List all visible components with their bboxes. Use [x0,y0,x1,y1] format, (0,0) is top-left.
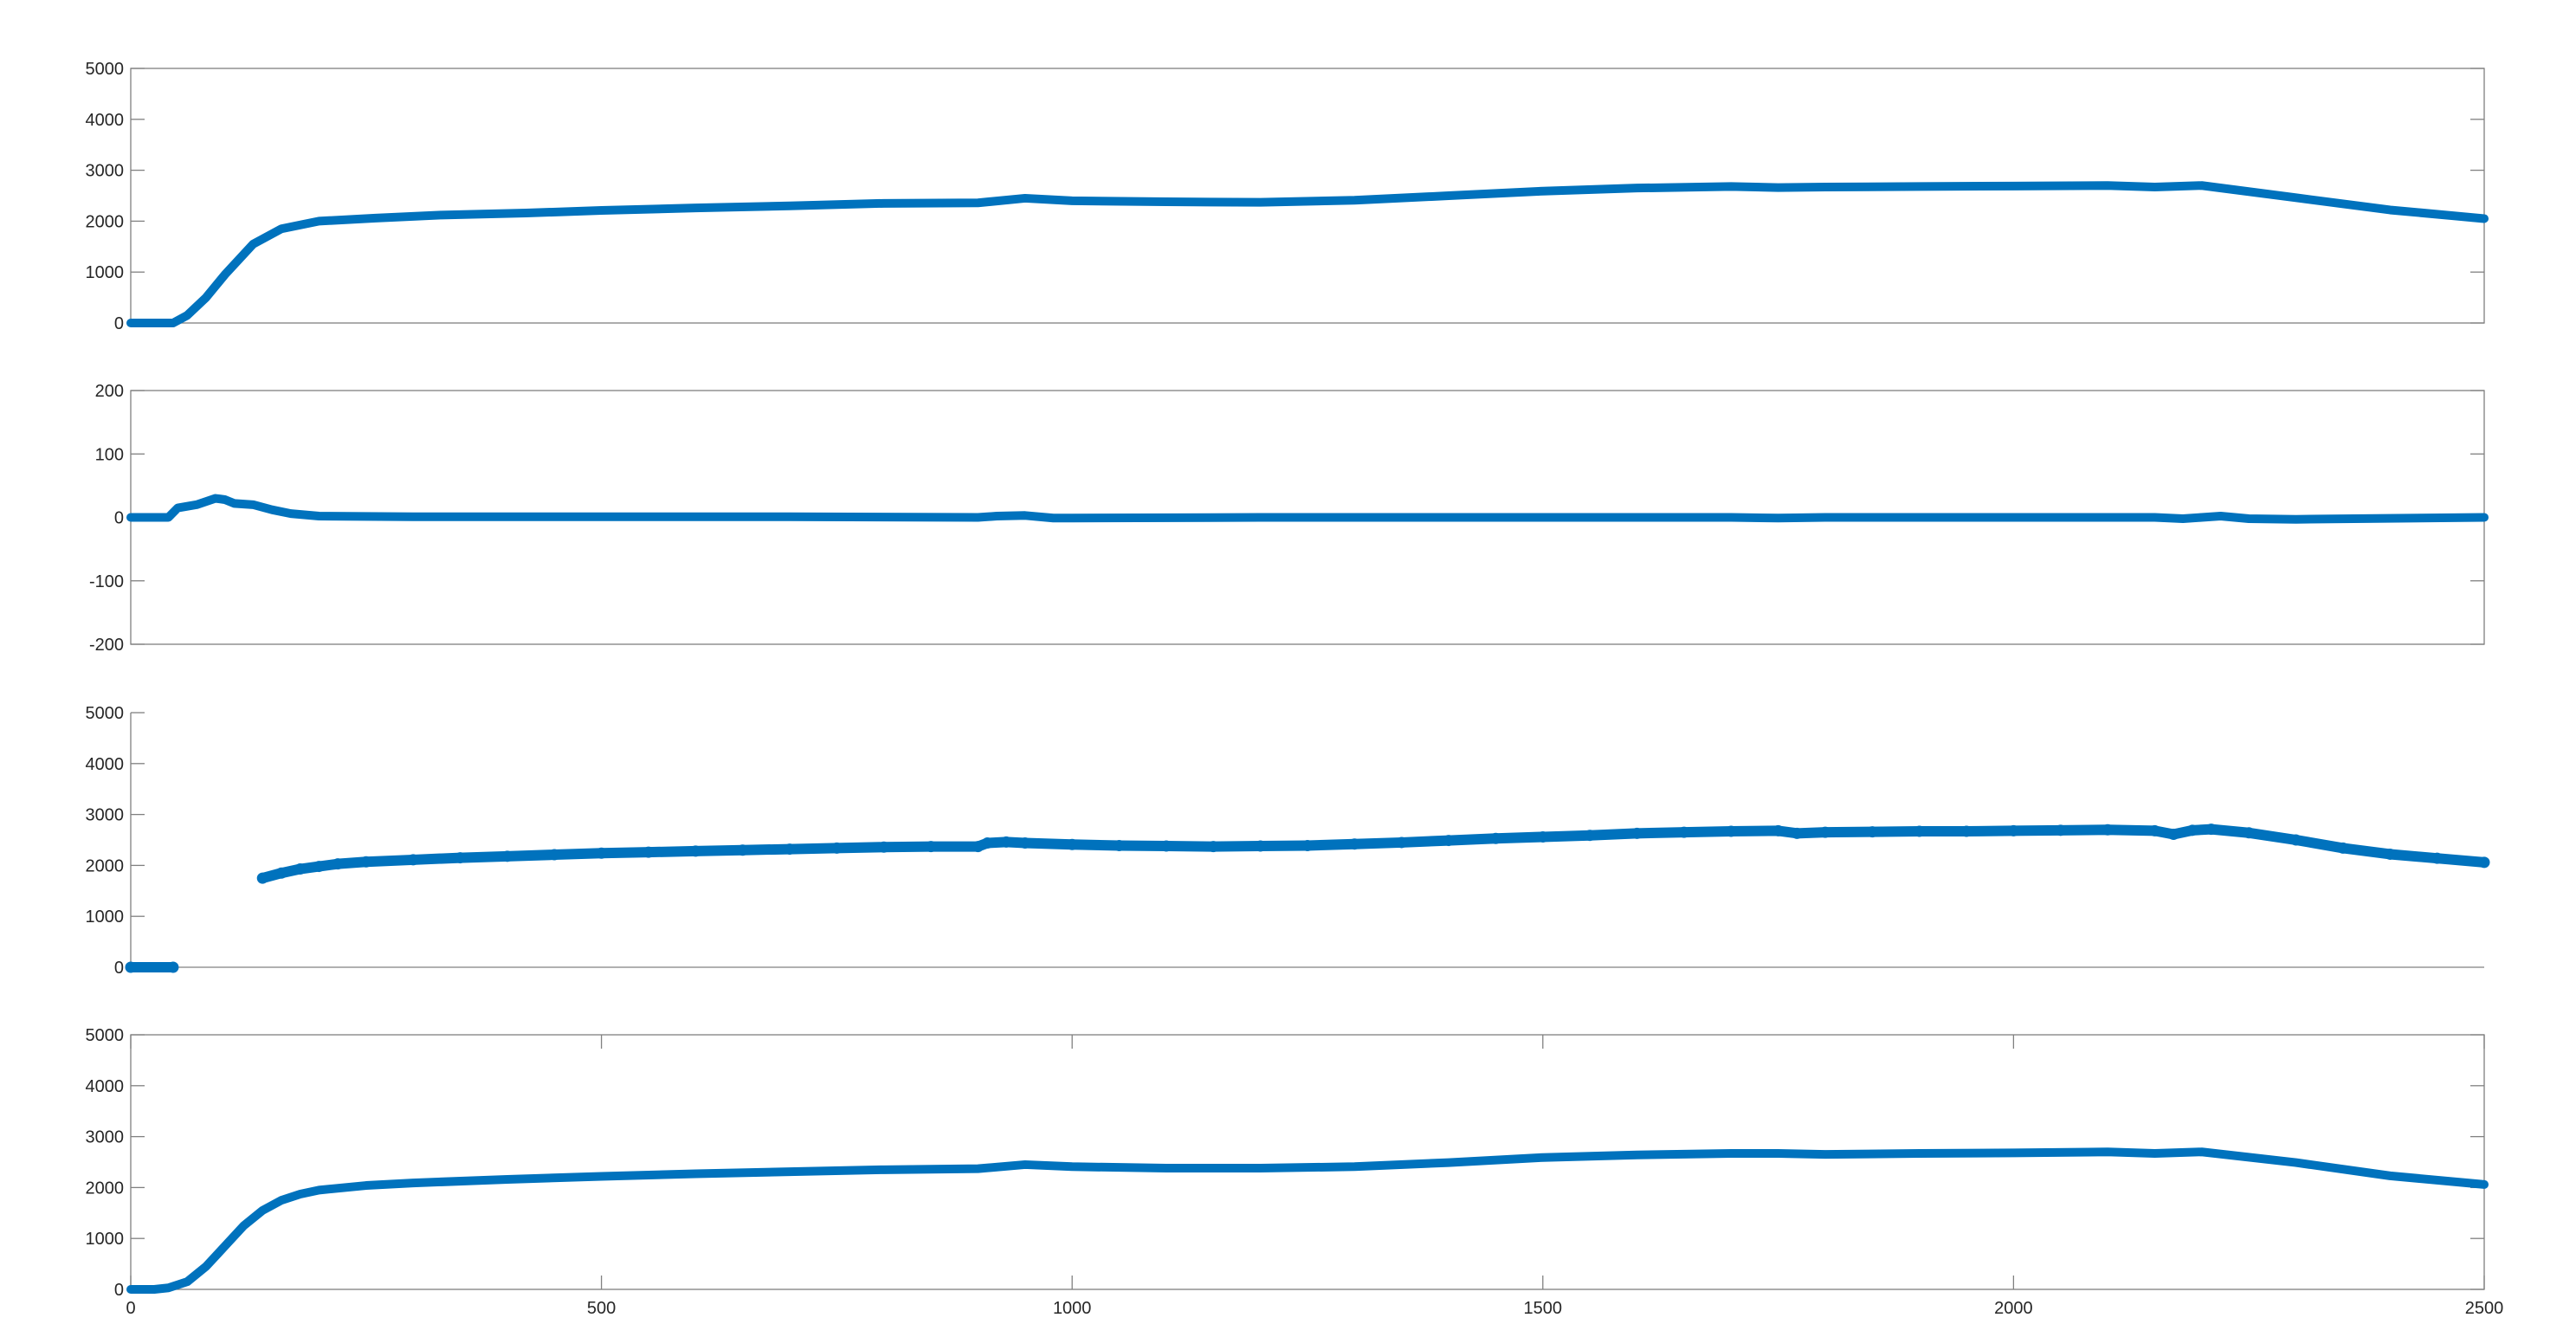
data-point [1443,835,1455,847]
data-point [501,850,513,862]
data-point [1791,827,1803,839]
y-tick-label: 4000 [86,1077,125,1096]
data-point [1301,839,1314,851]
x-tick-label: 1500 [1524,1299,1563,1318]
data-point [125,961,137,973]
y-tick-label: 0 [114,509,124,528]
data-point [1019,837,1031,849]
axes-box [130,68,2485,324]
y-tick-label: 5000 [86,704,125,723]
series-line [126,181,2489,327]
y-tick-label: 1000 [86,1230,125,1249]
series-line [126,1147,2489,1294]
subplot-4: 0 1000 2000 3000 4000 5000 0 500 1000 1500 2000 250… [86,1026,2504,1318]
data-point [407,854,419,866]
data-point [1255,840,1267,852]
y-tick-label: 0 [114,959,124,978]
series-line [126,494,2489,524]
y-tick-label: 3000 [86,1128,125,1147]
data-point [1348,838,1360,850]
data-point [2055,824,2067,836]
data-point [1866,826,1878,838]
data-point [1066,838,1078,850]
data-point [2290,834,2302,846]
y-tick-label: 3000 [86,162,125,181]
x-tick-label: 2500 [2465,1299,2504,1318]
x-tick-label: 500 [587,1299,616,1318]
x-tick-label: 2000 [1994,1299,2033,1318]
data-point [737,844,749,856]
y-tick-label: 4000 [86,755,125,774]
data-point [1160,840,1172,852]
data-point [1207,841,1219,853]
y-tick-label: 2000 [86,212,125,231]
data-point [256,872,268,884]
data-point [332,858,344,870]
data-point [1914,825,1926,837]
y-tick-label: 0 [114,1281,124,1300]
y-tick-label: 4000 [86,111,125,130]
subplot-2: -200 -100 0 100 200 [89,382,2489,655]
subplot-3: 0 1000 2000 3000 4000 5000 [86,704,2490,978]
data-point [972,841,984,853]
y-tick-label: 1000 [86,263,125,282]
data-point [925,841,937,853]
data-point [2205,824,2218,836]
axes-box [130,1034,2485,1290]
data-point [642,846,655,858]
data-point [1000,836,1012,848]
subplot-1: 0 1000 2000 3000 4000 5000 [86,60,2489,333]
data-point [1678,826,1690,838]
data-point [981,837,993,849]
data-point [1631,827,1643,839]
data-point [1819,826,1831,838]
data-point [784,843,796,856]
y-tick-label: 0 [114,314,124,333]
data-point [2186,824,2198,836]
series-line [257,824,2489,884]
data-point [1396,836,1408,849]
data-point [1960,825,1972,837]
data-point [2384,848,2396,860]
data-point [1772,824,1785,836]
data-point [2007,824,2019,836]
data-point [548,849,560,861]
data-point [360,856,372,868]
y-tick-label: 5000 [86,60,125,79]
data-point [878,841,890,853]
data-point [2148,824,2160,836]
y-tick-label: -100 [89,572,124,591]
data-point [275,867,287,879]
data-point [830,842,843,854]
data-point [1489,832,1501,844]
data-point [2101,824,2114,836]
y-tick-label: 3000 [86,806,125,825]
data-point [167,961,179,973]
y-tick-label: -200 [89,636,124,655]
data-point [1725,825,1737,837]
data-point [313,861,325,873]
data-point [455,852,467,864]
x-tick-label: 1000 [1053,1299,1092,1318]
data-point [1537,830,1549,843]
y-tick-label: 5000 [86,1026,125,1045]
data-point [294,863,307,875]
data-point [2478,856,2490,869]
data-point [596,847,608,859]
y-tick-label: 1000 [86,907,125,927]
data-point [1584,830,1596,842]
data-point [689,845,701,857]
data-point [2167,829,2179,841]
y-tick-label: 2000 [86,856,125,875]
data-point [2337,842,2349,854]
y-tick-label: 200 [95,382,124,401]
y-tick-label: 2000 [86,1179,125,1198]
y-tick-label: 100 [95,445,124,464]
x-tick-label: 0 [126,1299,135,1318]
data-point [2431,852,2444,864]
data-point [1114,839,1126,851]
data-point [2243,827,2255,839]
